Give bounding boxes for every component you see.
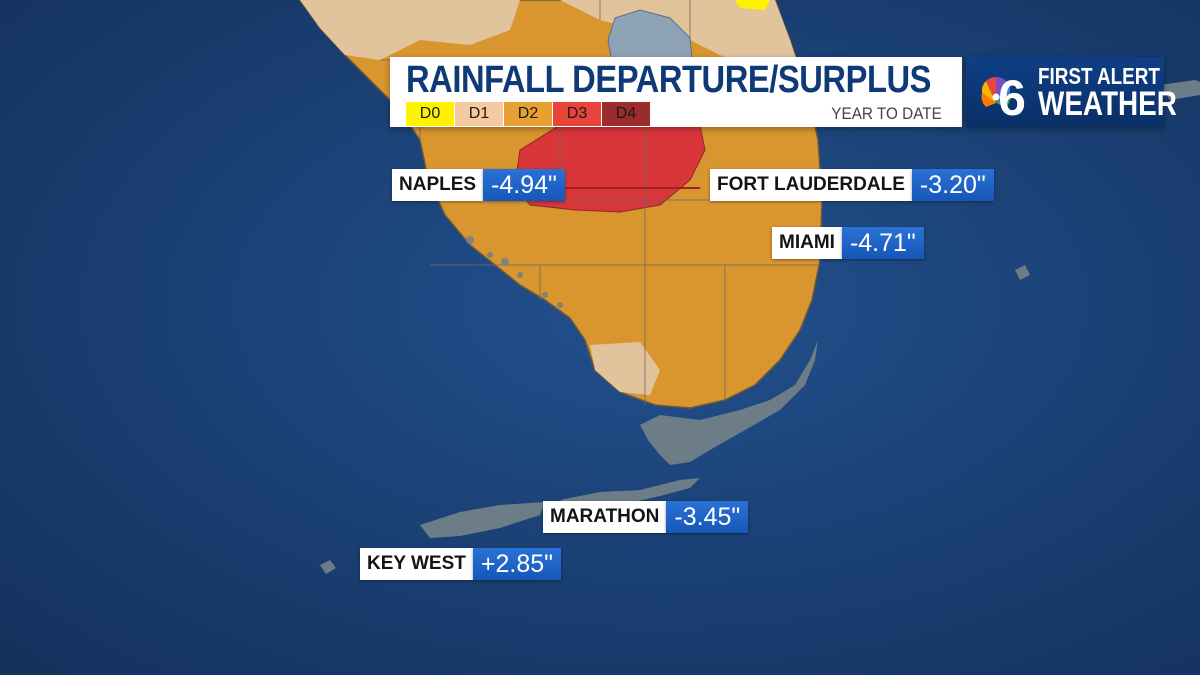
- city-name: FORT LAUDERDALE: [710, 169, 912, 201]
- city-value: -4.94": [483, 169, 565, 201]
- legend-chip-d4: D4: [602, 102, 650, 126]
- drought-legend: D0 D1 D2 D3 D4: [406, 102, 651, 126]
- legend-chip-d0: D0: [406, 102, 454, 126]
- small-island: [1015, 265, 1030, 280]
- city-value: -3.45": [666, 501, 749, 533]
- legend-chip-d1: D1: [455, 102, 503, 126]
- city-label-marathon: MARATHON -3.45": [543, 501, 749, 533]
- city-value: -4.71": [841, 227, 924, 259]
- station-logo: 6 FIRST ALERT WEATHER: [966, 57, 1177, 127]
- bahamas-island: [1160, 80, 1200, 100]
- city-name: KEY WEST: [360, 548, 473, 580]
- d1-region-north-west: [300, 0, 520, 60]
- city-label-miami: MIAMI -4.71": [772, 227, 924, 259]
- city-label-key-west: KEY WEST +2.85": [360, 548, 562, 580]
- city-value: +2.85": [472, 548, 562, 580]
- map-subtitle: YEAR TO DATE: [831, 104, 942, 123]
- city-name: MARATHON: [543, 501, 667, 533]
- title-card: RAINFALL DEPARTURE/SURPLUS D0 D1 D2 D3 D…: [390, 57, 962, 127]
- map-title: RAINFALL DEPARTURE/SURPLUS: [406, 59, 932, 101]
- legend-chip-d2: D2: [504, 102, 552, 126]
- d1-region-south-tip: [590, 342, 660, 395]
- nbc-peacock-icon: 6: [981, 70, 1026, 123]
- coastal-islands: [466, 236, 563, 308]
- legend-chip-d3: D3: [553, 102, 601, 126]
- city-name: NAPLES: [392, 169, 484, 201]
- logo-line-2: WEATHER: [1038, 85, 1177, 123]
- city-value: -3.20": [911, 169, 994, 201]
- logo-line-1: FIRST ALERT: [1038, 63, 1160, 89]
- city-label-naples: NAPLES -4.94": [392, 169, 565, 201]
- city-name: MIAMI: [772, 227, 842, 259]
- d0-region: [735, 0, 770, 10]
- city-label-fort-lauderdale: FORT LAUDERDALE -3.20": [710, 169, 994, 201]
- channel-number: 6: [998, 70, 1026, 123]
